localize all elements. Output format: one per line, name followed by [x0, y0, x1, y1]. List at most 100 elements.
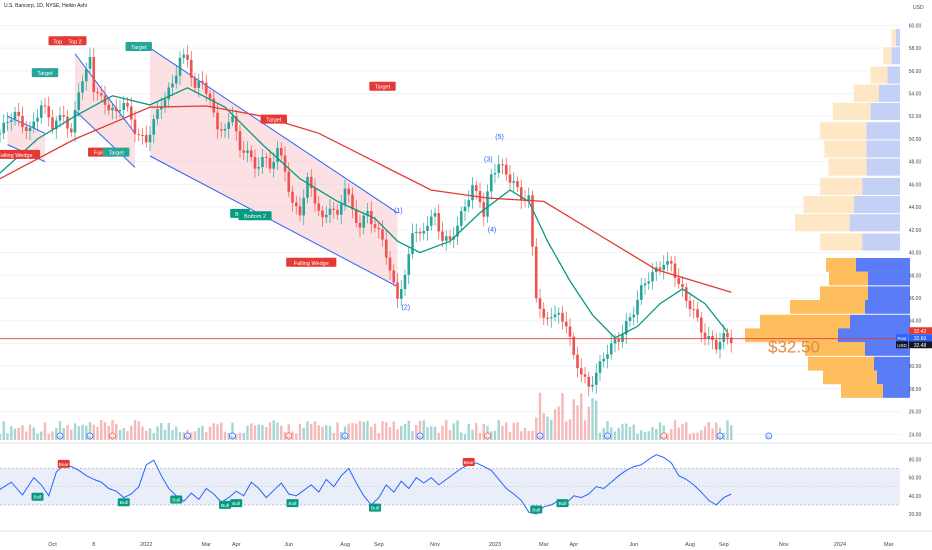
candle-body [197, 80, 201, 88]
volume-bar [606, 421, 609, 440]
volume-bar [527, 430, 530, 440]
candle-body [666, 260, 669, 265]
candle-body [253, 157, 257, 169]
dividend-marker: D [536, 432, 544, 440]
candle-body [426, 225, 429, 231]
volume-bar [568, 419, 572, 440]
moving-averages[interactable] [0, 87, 732, 339]
vp-history-up [820, 122, 867, 140]
candle-body [302, 197, 306, 216]
pattern-tag-box [125, 41, 152, 51]
volume-bar [681, 424, 684, 440]
candle-body [662, 264, 666, 270]
volume-bar [388, 427, 392, 440]
volume-bar [28, 424, 32, 440]
vp-history-up [795, 214, 850, 232]
pattern-tag-label: Failed [94, 151, 109, 157]
x-tick-label: 2024 [834, 542, 846, 548]
candle-body [306, 176, 309, 198]
volume-bar [651, 426, 654, 440]
candle-body [403, 274, 407, 289]
rsi-signal-label: Bull [371, 506, 379, 512]
volume-bar [557, 406, 560, 440]
volume-bar [643, 432, 647, 440]
volume-bar [501, 426, 504, 440]
volume-bar [715, 422, 718, 440]
vp-history-down [849, 214, 900, 232]
chart-title: U.S. Bancorp, 1D, NYSE, Heikin Ashi [4, 3, 87, 9]
volume-bar [707, 421, 710, 440]
volume-bar [655, 428, 658, 440]
vp-bar-down [850, 314, 910, 329]
candle-body [204, 82, 208, 94]
volume-bar [17, 427, 20, 440]
vp-bar-up [826, 257, 856, 272]
candle-body [546, 317, 549, 319]
candle-body [474, 185, 478, 191]
volume-bar [711, 428, 714, 440]
candle-body [66, 116, 69, 129]
y-tick-label: 42.00 [909, 228, 922, 234]
rsi-signal: Bull [286, 499, 299, 508]
candle-body [208, 93, 212, 99]
candle-body [321, 210, 324, 218]
dividend-marker: D [56, 432, 64, 440]
volume-bar [43, 422, 47, 440]
rsi-pane[interactable]: 20.0040.0060.0080.00BearBullBullBullBull… [0, 454, 921, 518]
candle-body [519, 187, 523, 200]
candle-body [489, 174, 493, 192]
candle-body [459, 211, 463, 226]
candle-body [212, 98, 216, 113]
volume-bar [722, 432, 725, 440]
volume-bar [553, 409, 557, 440]
volume-bar [287, 424, 290, 440]
pattern-tags[interactable]: Target Top 1 Top 2 Target Falling Wedge Faile… [0, 36, 396, 267]
x-axis: Oct 8 2022 Mar Apr Jun Aug Sep Nov 2023 Mar Apr Jun A… [48, 542, 893, 548]
volume-bar [385, 422, 388, 440]
candle-body [174, 75, 178, 84]
candle-body [681, 284, 684, 288]
candle-body [373, 224, 377, 228]
y-tick-label: 36.00 [909, 296, 922, 302]
pattern-tag-label: Target [109, 151, 125, 157]
candle-body [264, 157, 268, 159]
vp-history-down [866, 122, 900, 140]
candle-body [317, 203, 321, 211]
rsi-signal-label: Bull [120, 500, 128, 506]
volume-bar [415, 425, 418, 440]
volume-bar [171, 430, 174, 440]
candle-body [699, 317, 703, 333]
volume-bar [572, 399, 575, 440]
dividend-marker: D [341, 432, 349, 440]
pattern-tag-label: Top 2 [68, 39, 81, 45]
rsi-signal-box [219, 500, 231, 509]
volume-bar [182, 432, 185, 440]
volume-bar [703, 426, 707, 440]
candle-body [88, 57, 92, 69]
rsi-signal-label: Bear [59, 462, 70, 468]
pattern-tag: Target [125, 41, 152, 51]
vp-history-up [883, 47, 892, 65]
volume-bar [565, 421, 568, 440]
volume-bar [535, 417, 538, 440]
dividend-marker: D [484, 432, 491, 440]
vp-bar-up [808, 356, 874, 371]
x-tick-label: Jun [629, 542, 638, 548]
volume-bar [437, 432, 440, 440]
volume-bar [283, 431, 287, 440]
volume-bar [313, 421, 317, 440]
volume-bar [520, 431, 523, 440]
candle-body [17, 111, 21, 116]
rsi-signal-box [369, 503, 381, 512]
pattern-tag-label: Target [375, 85, 391, 91]
volume-bar [40, 431, 43, 440]
candle-body [358, 222, 362, 228]
vp-bar-up [829, 271, 868, 286]
candle-body [463, 206, 467, 212]
candle-body [126, 102, 129, 107]
vp-history-down [862, 233, 900, 251]
candle-body [617, 339, 621, 342]
